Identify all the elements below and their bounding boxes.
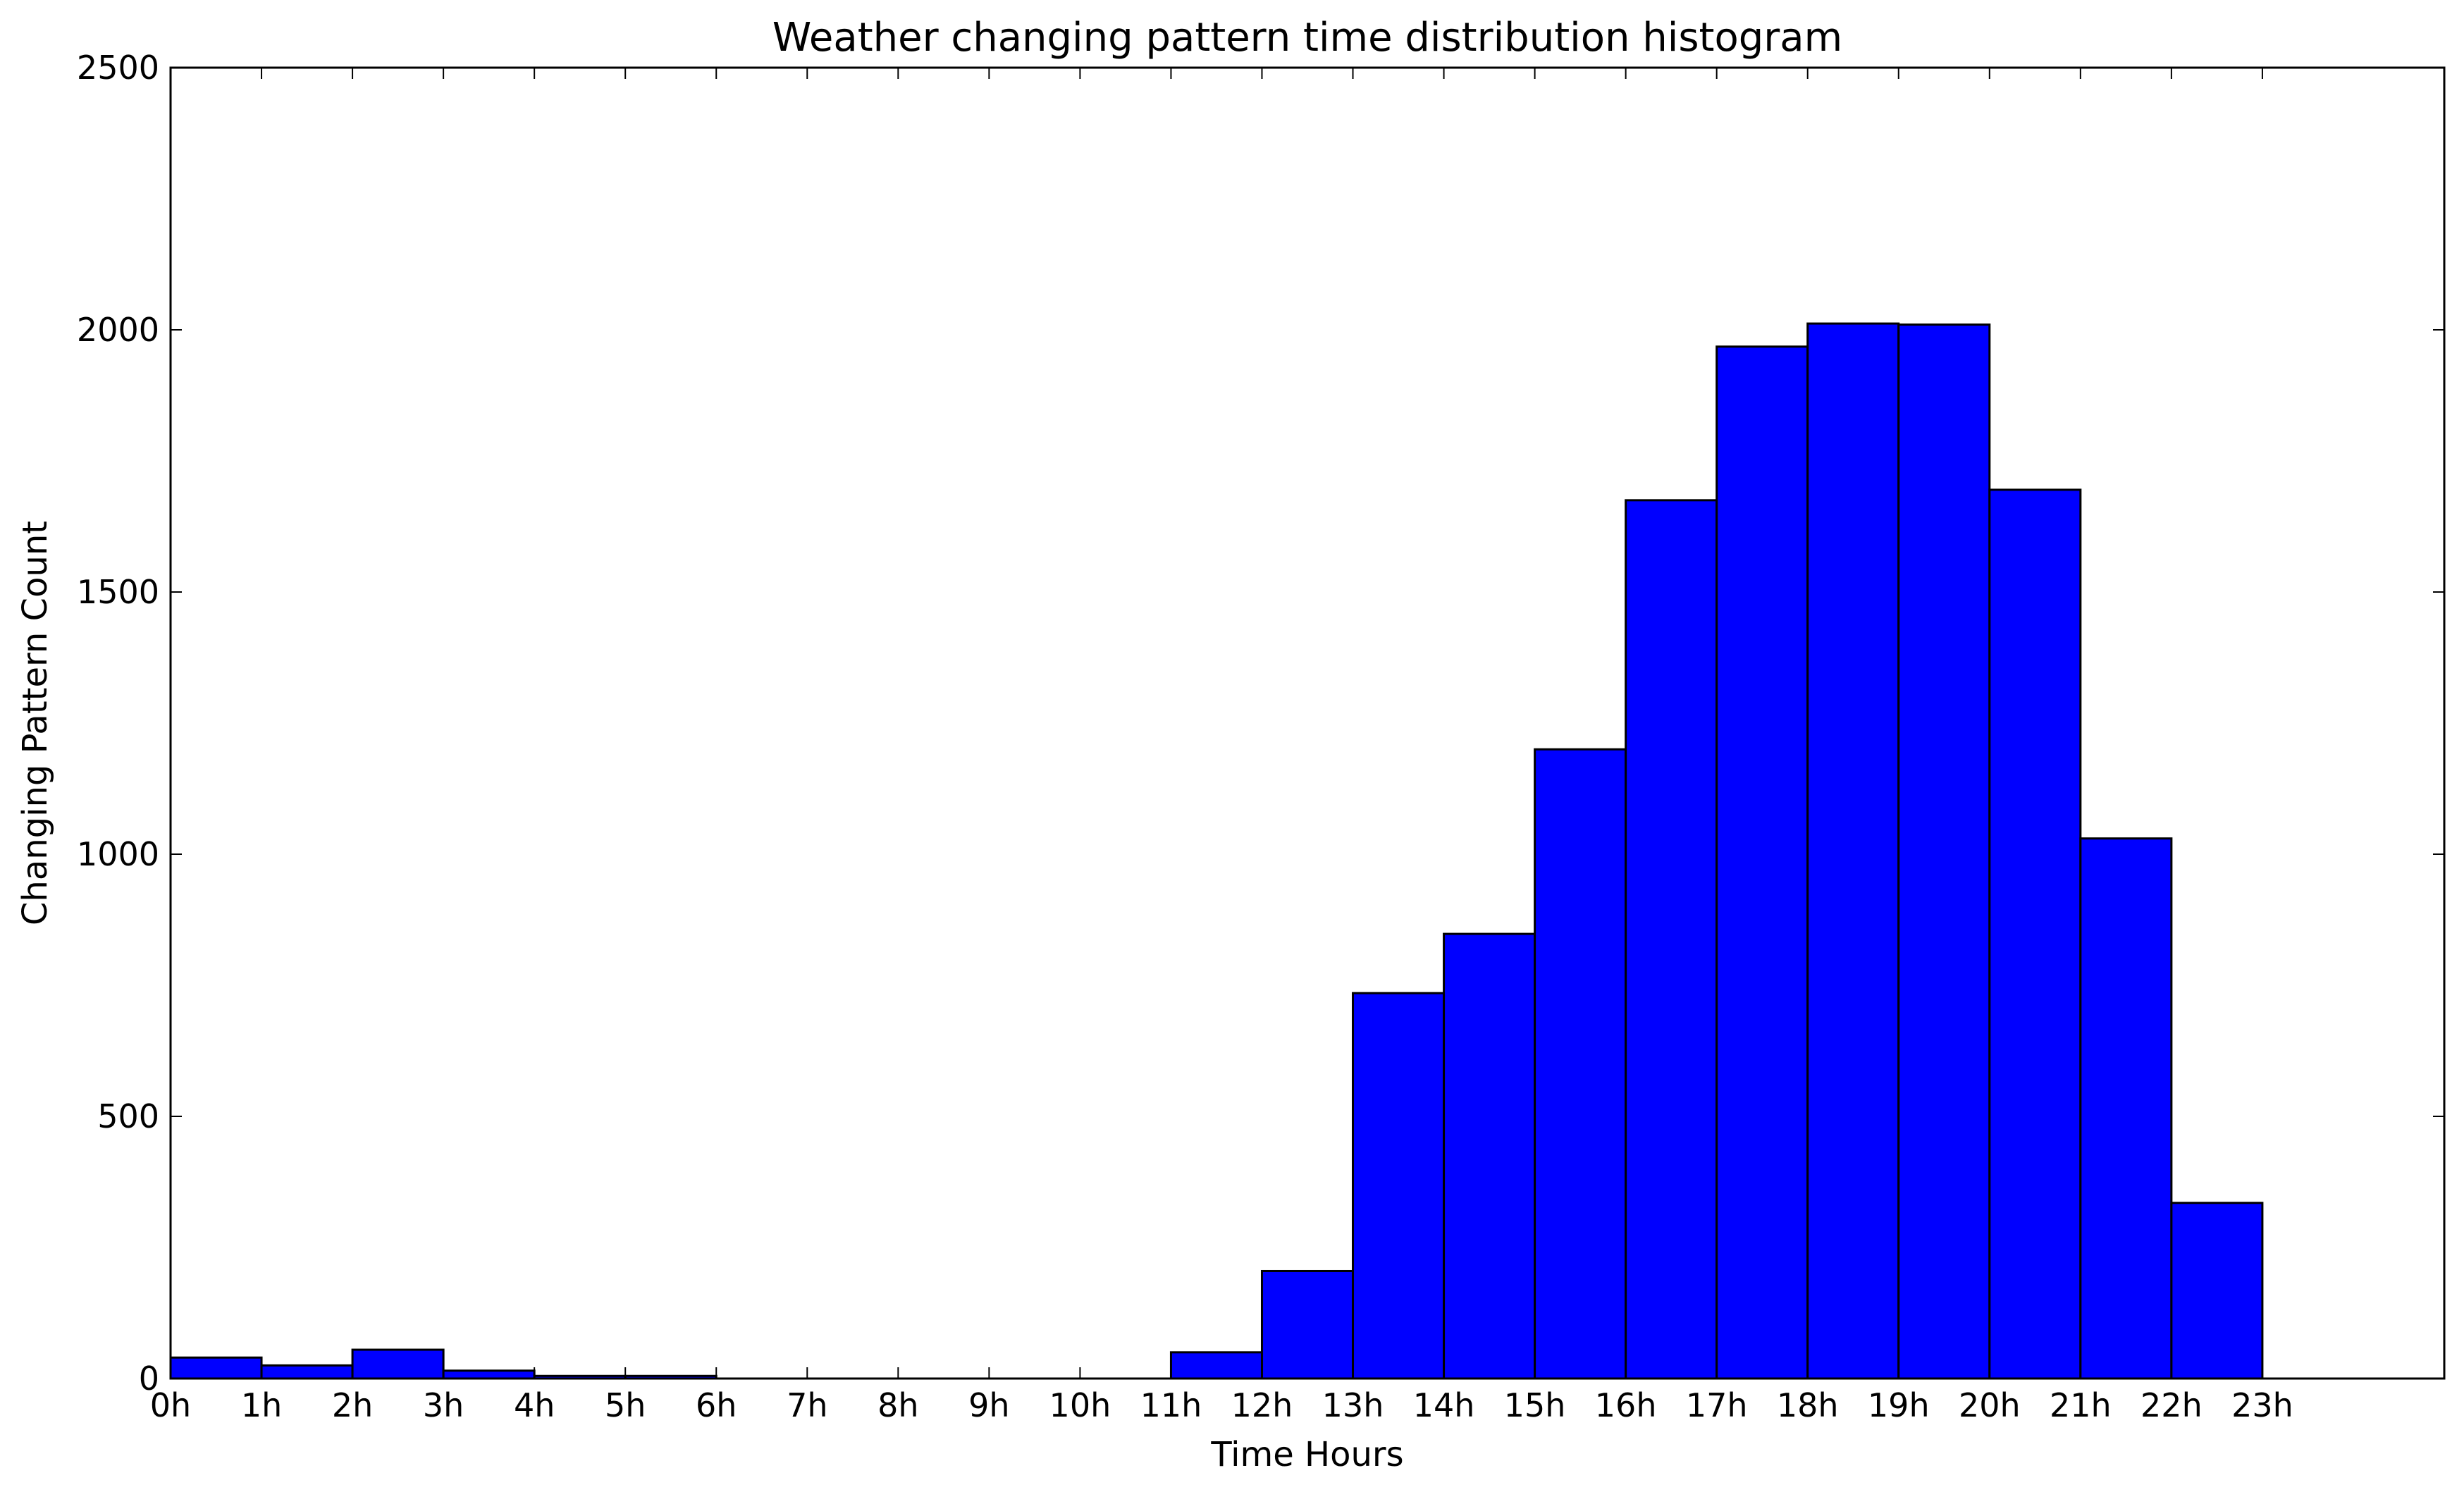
x-tick-label-13h: 13h <box>1322 1386 1384 1424</box>
bar-22h <box>2170 1202 2264 1380</box>
x-tick-label-1h: 1h <box>241 1386 282 1424</box>
bar-0h <box>169 1356 263 1380</box>
x-tick-label-12h: 12h <box>1231 1386 1293 1424</box>
x-tick-label-14h: 14h <box>1413 1386 1475 1424</box>
bars-group <box>169 322 2264 1380</box>
bar-12h <box>1260 1269 1355 1380</box>
x-tick-label-0h: 0h <box>150 1386 191 1424</box>
y-tick-label-500: 500 <box>97 1097 159 1135</box>
x-tick-label-16h: 16h <box>1595 1386 1657 1424</box>
x-tick-label-19h: 19h <box>1868 1386 1930 1424</box>
x-axis-ticks: 0h 1h 2h 3h 4h 5h 6h 7h 8h 9h 10h 11h 12h 13h 14h 15h 16… <box>150 68 2293 1424</box>
bar-16h <box>1625 499 1718 1380</box>
x-tick-label-11h: 11h <box>1140 1386 1202 1424</box>
x-tick-label-7h: 7h <box>787 1386 827 1424</box>
plot-area-frame <box>169 66 2446 1380</box>
x-tick-label-21h: 21h <box>2050 1386 2112 1424</box>
x-tick-label-18h: 18h <box>1777 1386 1839 1424</box>
y-tick-label-2000: 2000 <box>77 311 159 349</box>
x-tick-label-23h: 23h <box>2231 1386 2293 1424</box>
x-tick-label-5h: 5h <box>605 1386 646 1424</box>
y-tick-label-1500: 1500 <box>77 573 159 611</box>
x-tick-label-4h: 4h <box>514 1386 555 1424</box>
x-tick-label-8h: 8h <box>877 1386 918 1424</box>
x-tick-label-2h: 2h <box>332 1386 373 1424</box>
x-tick-label-10h: 10h <box>1049 1386 1111 1424</box>
x-tick-label-20h: 20h <box>1959 1386 2021 1424</box>
bar-21h <box>2079 837 2173 1380</box>
y-axis-ticks: 0 500 1000 1500 2000 2500 <box>77 49 2444 1398</box>
y-tick-label-2500: 2500 <box>77 49 159 87</box>
y-tick-label-1000: 1000 <box>77 835 159 873</box>
bar-20h <box>1988 488 2082 1380</box>
chart-title: Weather changing pattern time distributi… <box>772 15 1842 61</box>
x-tick-label-9h: 9h <box>968 1386 1009 1424</box>
bar-2h <box>351 1348 445 1380</box>
bar-14h <box>1443 932 1536 1380</box>
y-axis-label: Changing Pattern Count <box>16 521 55 925</box>
bar-18h <box>1806 322 1900 1380</box>
x-axis-label: Time Hours <box>1210 1435 1403 1474</box>
bar-1h <box>260 1364 354 1380</box>
y-tick-label-0: 0 <box>139 1360 159 1398</box>
bar-15h <box>1534 748 1627 1380</box>
bar-11h <box>1169 1351 1263 1380</box>
bar-19h <box>1897 323 1991 1380</box>
bar-17h <box>1715 345 1809 1380</box>
x-tick-label-17h: 17h <box>1686 1386 1748 1424</box>
bar-13h <box>1352 992 1446 1380</box>
x-tick-label-6h: 6h <box>696 1386 737 1424</box>
x-tick-label-15h: 15h <box>1504 1386 1566 1424</box>
x-tick-label-22h: 22h <box>2140 1386 2203 1424</box>
x-tick-label-3h: 3h <box>423 1386 464 1424</box>
bar-3h <box>442 1369 536 1380</box>
